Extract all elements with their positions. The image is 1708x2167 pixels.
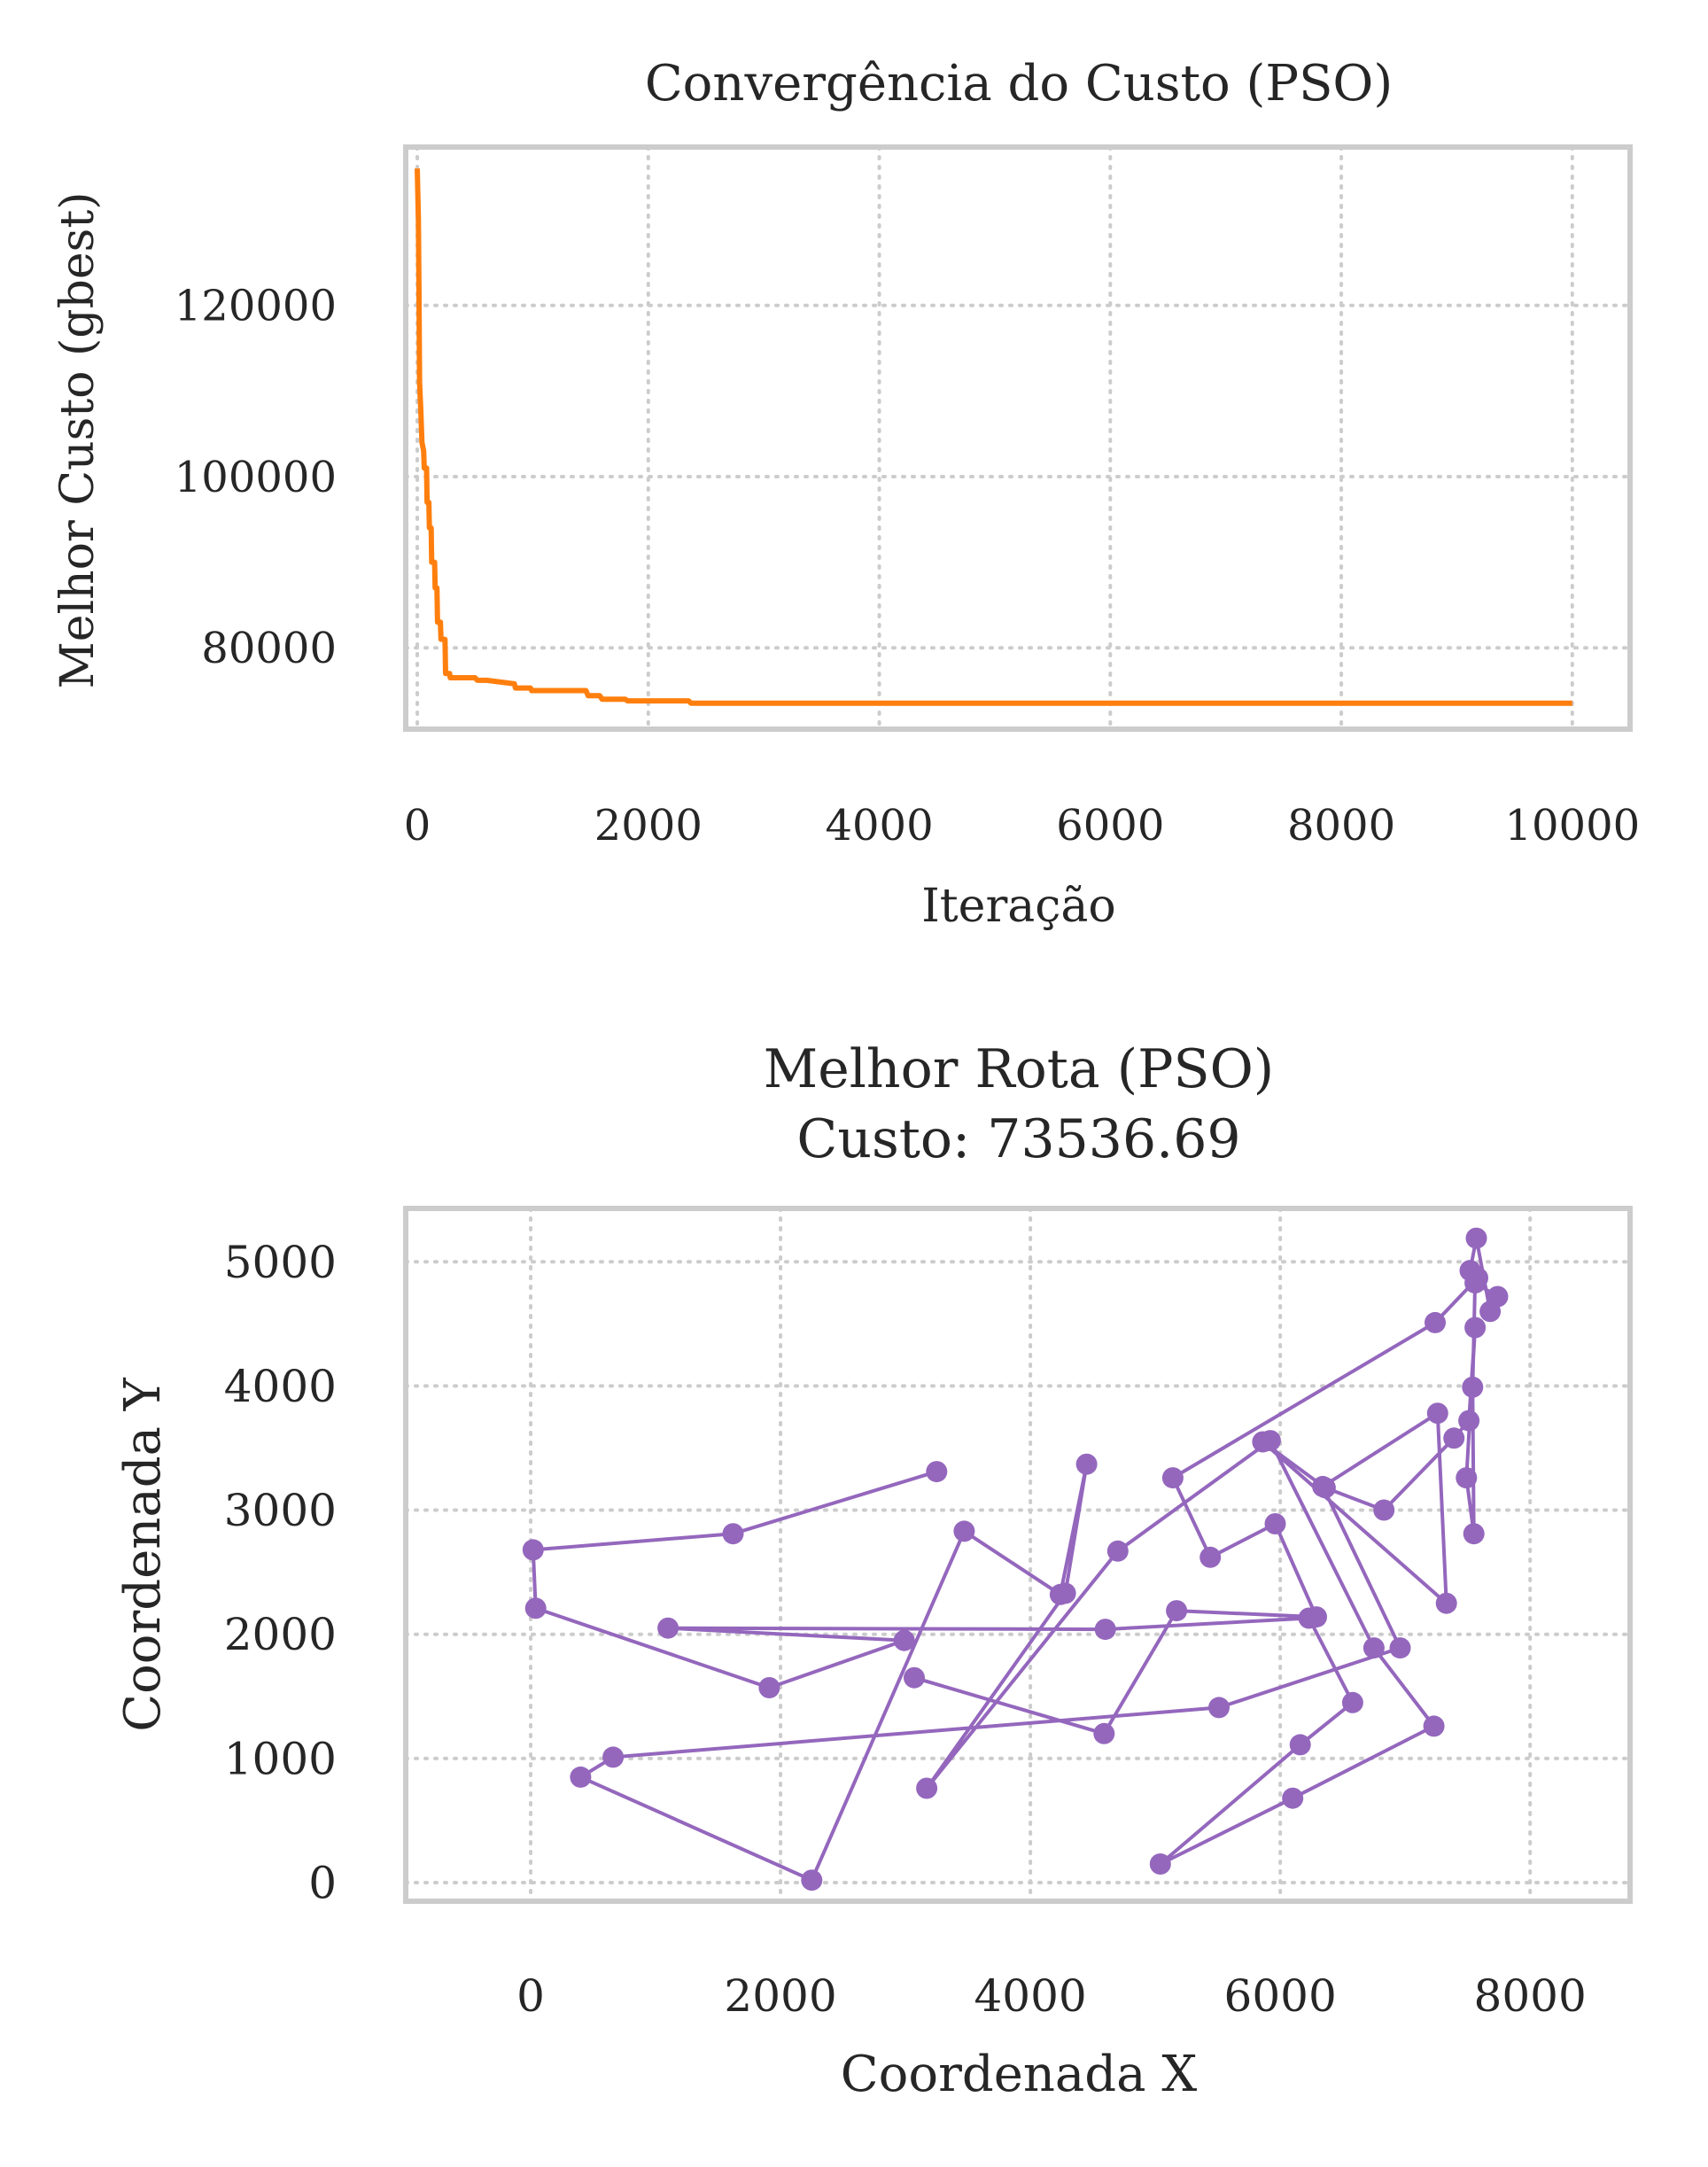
x-tick-label: 10000	[1504, 801, 1640, 850]
route-point	[953, 1520, 975, 1542]
route-point	[1462, 1376, 1484, 1398]
convergence-title: Convergência do Custo (PSO)	[645, 55, 1393, 113]
route-point	[1463, 1523, 1485, 1545]
route-point	[1423, 1715, 1445, 1737]
route-point	[1289, 1734, 1311, 1756]
route-point	[1252, 1431, 1274, 1453]
route-point	[1373, 1499, 1395, 1521]
route-point	[1389, 1637, 1411, 1659]
route-point	[1306, 1606, 1327, 1628]
route-point	[1464, 1317, 1487, 1339]
route-point	[1443, 1427, 1465, 1449]
convergence-plot-frame	[403, 144, 1633, 732]
convergence-grid	[404, 145, 1632, 731]
convergence-chart: Convergência do Custo (PSO) 0 2000 4000 600…	[51, 55, 1640, 933]
y-tick-label: 100000	[175, 453, 337, 502]
route-point	[1467, 1267, 1488, 1289]
y-tick-label: 5000	[224, 1237, 337, 1288]
route-x-ticks: 0 2000 4000 6000 8000	[516, 1970, 1587, 2022]
route-point	[1208, 1697, 1230, 1719]
route-point	[1314, 1477, 1336, 1499]
y-tick-label: 3000	[224, 1485, 337, 1536]
y-tick-label: 2000	[224, 1609, 337, 1660]
y-tick-label: 0	[308, 1857, 337, 1908]
route-point	[1049, 1583, 1071, 1605]
route-point	[1479, 1301, 1502, 1323]
route-point	[916, 1777, 938, 1799]
route-point	[1199, 1546, 1222, 1568]
convergence-x-axis-label: Iteração	[921, 880, 1116, 933]
x-tick-label: 2000	[724, 1970, 836, 2022]
route-point	[1075, 1453, 1098, 1475]
route-plot-frame	[403, 1206, 1633, 1904]
route-point	[1465, 1227, 1487, 1249]
route-point	[1456, 1467, 1478, 1489]
route-point	[801, 1869, 823, 1891]
route-points	[522, 1227, 1509, 1891]
route-y-axis-label: Coordenada Y	[114, 1377, 172, 1732]
x-tick-label: 8000	[1287, 801, 1395, 850]
x-tick-label: 6000	[1224, 1970, 1337, 2022]
route-point	[1166, 1600, 1188, 1622]
route-point	[1282, 1787, 1304, 1809]
route-point	[524, 1597, 547, 1619]
route-path-line	[531, 1236, 1500, 1883]
y-tick-label: 4000	[224, 1361, 337, 1412]
route-point	[1264, 1513, 1286, 1534]
convergence-series-line	[415, 168, 1572, 706]
x-tick-label: 6000	[1056, 801, 1164, 850]
convergence-x-ticks: 0 2000 4000 6000 8000 10000	[404, 801, 1640, 850]
route-point	[1425, 1311, 1446, 1333]
route-point	[893, 1629, 915, 1651]
x-tick-label: 4000	[825, 801, 933, 850]
route-point	[926, 1461, 948, 1483]
route-subtitle: Custo: 73536.69	[796, 1108, 1240, 1170]
route-point	[522, 1539, 544, 1561]
x-tick-label: 2000	[594, 801, 703, 850]
route-point	[1363, 1637, 1385, 1659]
x-tick-label: 4000	[974, 1970, 1086, 2022]
y-tick-label: 80000	[201, 624, 337, 673]
route-point	[722, 1523, 744, 1545]
route-point	[758, 1677, 780, 1698]
route-y-ticks: 0 1000 2000 3000 4000 5000	[224, 1237, 337, 1909]
convergence-y-ticks: 80000 100000 120000	[175, 282, 337, 673]
route-point	[1341, 1691, 1363, 1713]
route-point	[602, 1746, 625, 1768]
route-title: Melhor Rota (PSO)	[764, 1038, 1274, 1100]
route-point	[904, 1666, 925, 1689]
route-point	[1094, 1619, 1116, 1641]
route-chart: Melhor Rota (PSO) Custo: 73536.69 0 2000 4…	[114, 1038, 1633, 2103]
route-point	[1093, 1722, 1115, 1744]
route-point	[1426, 1402, 1448, 1425]
route-point	[570, 1766, 592, 1788]
route-point	[1161, 1467, 1184, 1489]
x-tick-label: 8000	[1474, 1970, 1587, 2022]
route-point	[657, 1617, 679, 1639]
route-point	[1149, 1853, 1171, 1875]
route-point	[1435, 1592, 1457, 1614]
x-tick-label: 0	[404, 801, 431, 850]
x-tick-label: 0	[516, 1970, 545, 2022]
convergence-y-axis-label: Melhor Custo (gbest)	[51, 191, 105, 688]
y-tick-label: 120000	[175, 282, 337, 331]
y-tick-label: 1000	[224, 1733, 337, 1784]
route-point	[1106, 1540, 1129, 1562]
route-point	[1458, 1410, 1480, 1432]
route-x-axis-label: Coordenada X	[841, 2046, 1198, 2103]
